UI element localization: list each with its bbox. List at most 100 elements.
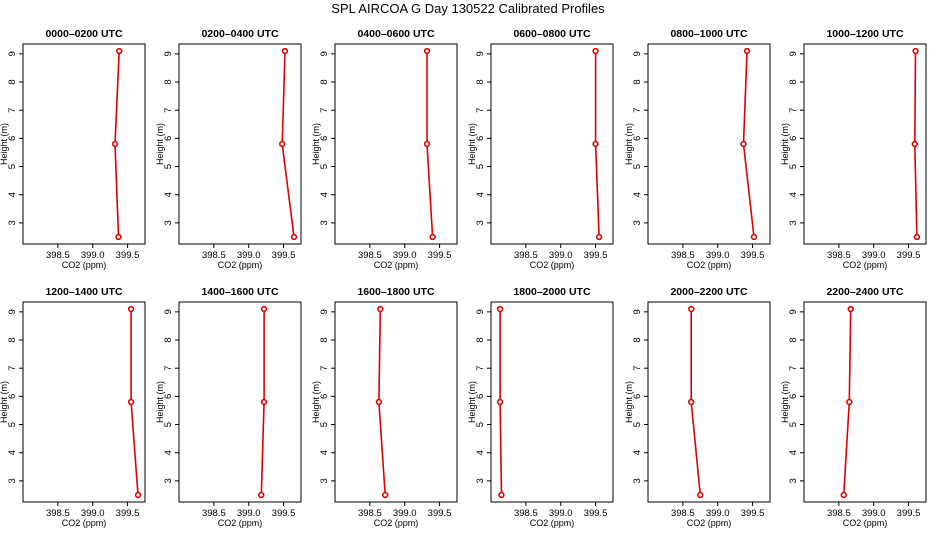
data-point bbox=[496, 305, 504, 313]
data-point bbox=[127, 398, 135, 406]
y-tick-label: 5 bbox=[163, 422, 174, 427]
y-axis-label: Height (m) bbox=[0, 381, 9, 423]
data-point bbox=[111, 140, 119, 148]
panel: 0600–0800 UTC 398.5 399.0 399.5 3 4 5 6 7 8 9 CO2 (… bbox=[467, 28, 614, 270]
y-tick-label: 5 bbox=[788, 422, 799, 427]
x-tick-label: 399.0 bbox=[393, 250, 417, 261]
data-point bbox=[846, 398, 853, 406]
plot-frame bbox=[490, 43, 614, 245]
x-tick-label: 399.5 bbox=[741, 250, 765, 261]
panel: 2000–2200 UTC 398.5 399.0 399.5 3 4 5 6 7 8 9 CO2 (… bbox=[624, 286, 771, 528]
panel-title: 1400–1600 UTC bbox=[201, 286, 278, 298]
plot-frame bbox=[490, 301, 614, 503]
plot-frame bbox=[647, 301, 771, 503]
data-point bbox=[592, 140, 599, 148]
x-tick-label: 398.5 bbox=[46, 250, 70, 261]
y-tick-label: 7 bbox=[319, 108, 330, 113]
x-axis-label: CO2 (ppm) bbox=[62, 518, 107, 528]
panel: 0200–0400 UTC 398.5 399.0 399.5 3 4 5 6 7 8 9 CO2 (… bbox=[155, 28, 302, 270]
y-tick-label: 3 bbox=[319, 220, 330, 225]
x-tick-label: 399.0 bbox=[237, 250, 261, 261]
y-axis-label: Height (m) bbox=[467, 381, 477, 423]
plot-frame bbox=[803, 301, 927, 503]
data-point bbox=[498, 491, 505, 499]
panel-title: 0600–0800 UTC bbox=[513, 28, 590, 40]
y-tick-label: 6 bbox=[788, 394, 799, 399]
panel-title: 2200–2400 UTC bbox=[826, 286, 903, 298]
y-tick-label: 5 bbox=[475, 422, 486, 427]
y-tick-label: 4 bbox=[163, 450, 174, 455]
y-axis-label: Height (m) bbox=[624, 381, 634, 423]
data-point bbox=[423, 47, 431, 55]
y-tick-label: 9 bbox=[788, 309, 799, 314]
x-axis-label: CO2 (ppm) bbox=[218, 260, 263, 270]
x-axis-label: CO2 (ppm) bbox=[218, 518, 263, 528]
data-point bbox=[381, 491, 389, 499]
panel: 0800–1000 UTC 398.5 399.0 399.5 3 4 5 6 7 8 9 CO2 (… bbox=[624, 28, 771, 270]
x-tick-label: 399.0 bbox=[81, 250, 105, 261]
y-axis-label: Height (m) bbox=[780, 123, 790, 165]
y-tick-label: 8 bbox=[475, 337, 486, 342]
y-tick-label: 9 bbox=[319, 309, 330, 314]
x-tick-label: 398.5 bbox=[514, 250, 538, 261]
y-tick-label: 9 bbox=[475, 309, 486, 314]
y-tick-label: 5 bbox=[475, 164, 486, 169]
y-tick-label: 4 bbox=[7, 450, 18, 455]
y-tick-label: 4 bbox=[7, 192, 18, 197]
x-tick-label: 399.5 bbox=[116, 250, 140, 261]
x-tick-label: 399.5 bbox=[116, 508, 140, 519]
plot-frame bbox=[22, 43, 146, 245]
data-point bbox=[127, 305, 135, 313]
plot-frame bbox=[178, 43, 302, 245]
x-tick-label: 398.5 bbox=[358, 508, 382, 519]
x-tick-label: 399.5 bbox=[897, 250, 921, 261]
data-point bbox=[260, 305, 268, 313]
y-tick-label: 8 bbox=[319, 337, 330, 342]
y-axis-label: Height (m) bbox=[311, 123, 321, 165]
y-tick-label: 4 bbox=[788, 450, 799, 455]
data-point bbox=[911, 140, 919, 148]
x-axis-label: CO2 (ppm) bbox=[843, 518, 888, 528]
y-tick-label: 8 bbox=[632, 337, 643, 342]
y-tick-label: 5 bbox=[632, 164, 643, 169]
panel-title: 0400–0600 UTC bbox=[357, 28, 434, 40]
x-tick-label: 399.5 bbox=[584, 250, 608, 261]
data-point bbox=[688, 398, 695, 406]
y-tick-label: 7 bbox=[788, 108, 799, 113]
x-axis-label: CO2 (ppm) bbox=[530, 518, 575, 528]
y-tick-label: 8 bbox=[163, 337, 174, 342]
panel-title: 1800–2000 UTC bbox=[513, 286, 590, 298]
data-point bbox=[429, 233, 436, 241]
panel-title: 0200–0400 UTC bbox=[201, 28, 278, 40]
x-axis-label: CO2 (ppm) bbox=[374, 260, 419, 270]
panel-title: 2000–2200 UTC bbox=[670, 286, 747, 298]
y-tick-label: 4 bbox=[475, 192, 486, 197]
x-tick-label: 398.5 bbox=[202, 250, 226, 261]
y-tick-label: 6 bbox=[632, 394, 643, 399]
y-tick-label: 4 bbox=[475, 450, 486, 455]
y-tick-label: 6 bbox=[632, 136, 643, 141]
y-axis-label: Height (m) bbox=[467, 123, 477, 165]
x-tick-label: 399.0 bbox=[706, 250, 730, 261]
y-tick-label: 6 bbox=[163, 394, 174, 399]
y-tick-label: 3 bbox=[788, 220, 799, 225]
y-tick-label: 6 bbox=[163, 136, 174, 141]
y-tick-label: 3 bbox=[475, 220, 486, 225]
y-tick-label: 3 bbox=[319, 478, 330, 483]
panel: 1200–1400 UTC 398.5 399.0 399.5 3 4 5 6 7 8 9 CO2 (… bbox=[0, 286, 146, 528]
y-tick-label: 9 bbox=[319, 51, 330, 56]
y-tick-label: 7 bbox=[475, 366, 486, 371]
y-tick-label: 7 bbox=[632, 366, 643, 371]
panel: 1600–1800 UTC 398.5 399.0 399.5 3 4 5 6 7 8 9 CO2 (… bbox=[311, 286, 458, 528]
x-tick-label: 399.0 bbox=[549, 250, 573, 261]
x-axis-label: CO2 (ppm) bbox=[374, 518, 419, 528]
y-tick-label: 6 bbox=[319, 394, 330, 399]
x-tick-label: 399.0 bbox=[862, 508, 886, 519]
y-tick-label: 5 bbox=[632, 422, 643, 427]
data-point bbox=[134, 491, 142, 499]
y-tick-label: 9 bbox=[632, 309, 643, 314]
x-tick-label: 398.5 bbox=[358, 250, 382, 261]
y-axis-label: Height (m) bbox=[311, 381, 321, 423]
plot-frame bbox=[22, 301, 146, 503]
y-tick-label: 5 bbox=[319, 422, 330, 427]
